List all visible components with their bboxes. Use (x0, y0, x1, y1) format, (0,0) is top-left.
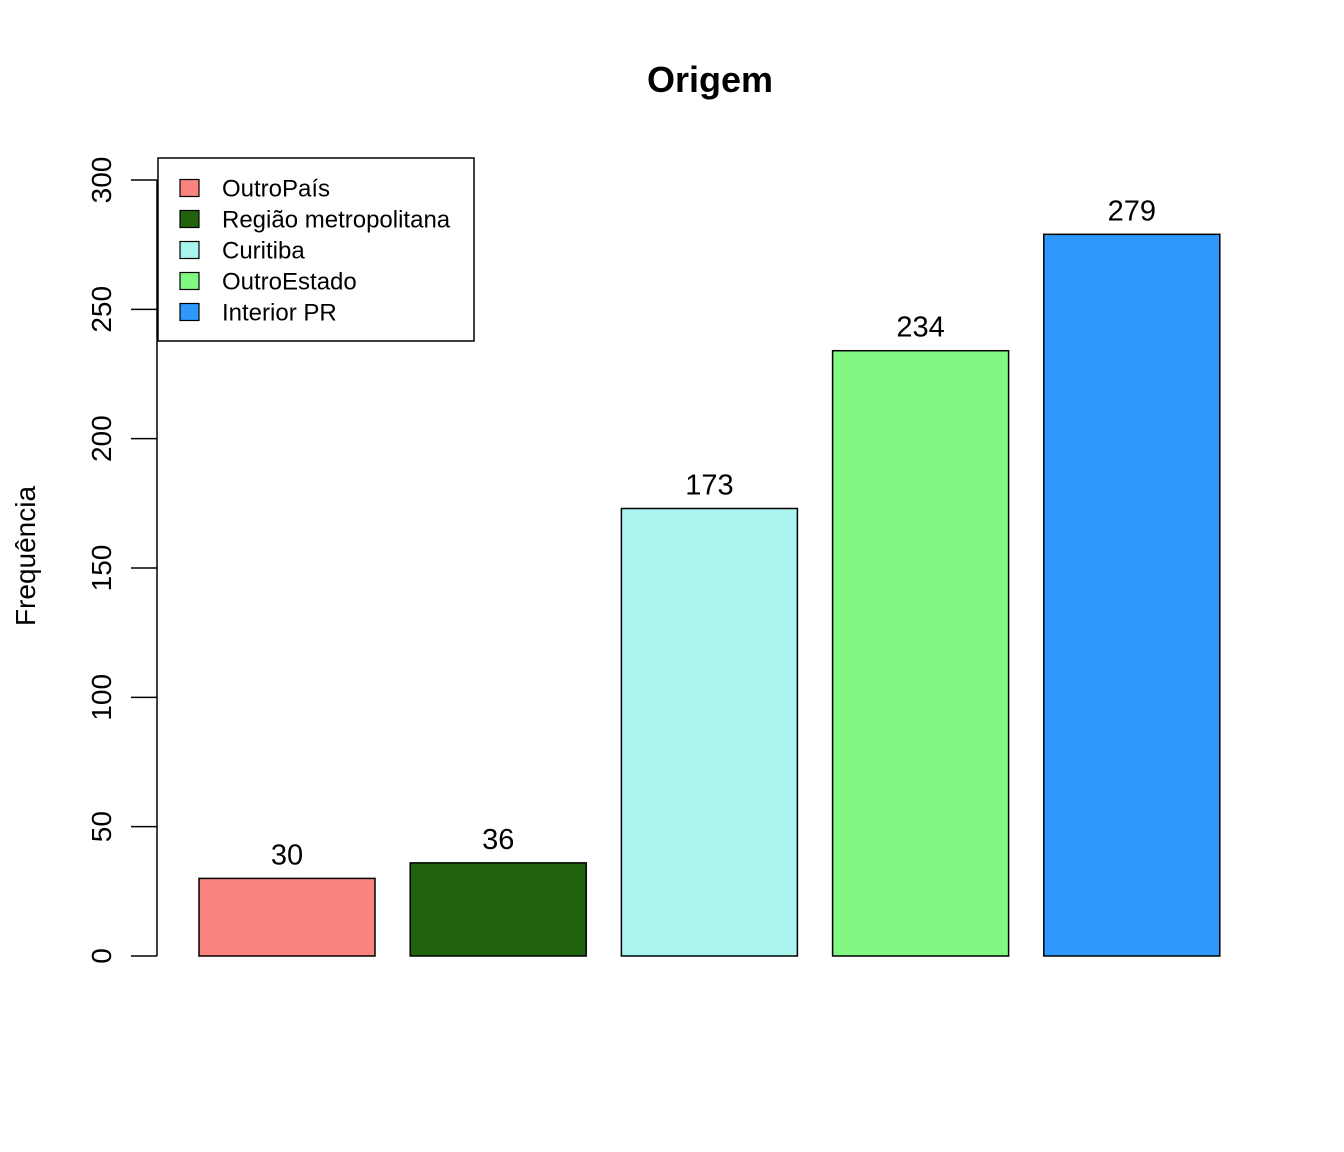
y-tick-label: 250 (86, 286, 117, 333)
bar-value-label: 173 (685, 470, 733, 502)
chart-title: Origem (647, 59, 773, 100)
legend-box (157, 157, 475, 342)
legend-label: Curitiba (222, 238, 305, 265)
legend-swatch (179, 240, 200, 260)
y-tick-label: 0 (86, 948, 117, 964)
y-tick-label: 50 (86, 811, 117, 842)
y-tick-label: 200 (86, 415, 117, 462)
y-axis-label: Frequência (10, 486, 41, 627)
bar (198, 877, 376, 957)
y-tick-label: 300 (86, 157, 117, 204)
legend-swatch (179, 178, 200, 198)
bars: 30 36 173 234 279 (198, 195, 1221, 957)
legend-label: OutroPaís (222, 176, 330, 203)
bar (1043, 233, 1221, 957)
legend-label: OutroEstado (222, 269, 357, 296)
bar (620, 507, 799, 957)
bar-value-label: 234 (896, 312, 944, 344)
bar (831, 349, 1010, 957)
bar-value-label: 36 (482, 824, 514, 856)
y-axis: 0 50 100 150 200 250 300 (86, 157, 158, 964)
bar-value-label: 30 (271, 839, 303, 871)
legend-label: Região metropolitana (222, 207, 451, 234)
legend-label: Interior PR (222, 300, 337, 327)
bar-value-label: 279 (1108, 195, 1156, 227)
legend-swatch (179, 209, 200, 229)
legend: OutroPaís Região metropolitana Curitiba Out… (157, 157, 475, 342)
legend-swatch (179, 302, 200, 322)
bar (409, 862, 587, 957)
y-tick-label: 100 (86, 674, 117, 721)
legend-swatch (179, 271, 200, 291)
y-tick-label: 150 (86, 545, 117, 592)
